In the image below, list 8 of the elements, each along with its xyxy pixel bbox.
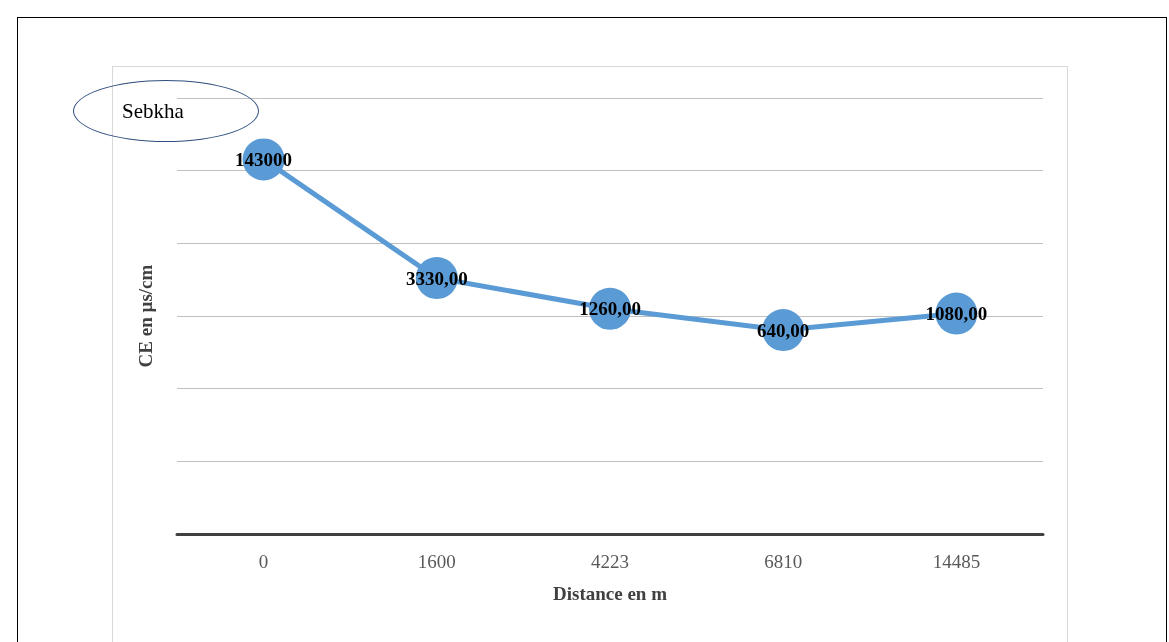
x-tick-label: 1600: [417, 551, 456, 572]
data-label: 640,00: [757, 319, 810, 341]
x-tick-label: 6810: [764, 551, 803, 572]
x-tick-label: 14485: [932, 551, 981, 572]
x-tick-label: 0: [258, 551, 269, 572]
x-tick-label: 4223: [591, 551, 629, 572]
x-axis-title: Distance en m: [553, 583, 668, 604]
y-axis-title: CE en µs/cm: [135, 264, 156, 368]
